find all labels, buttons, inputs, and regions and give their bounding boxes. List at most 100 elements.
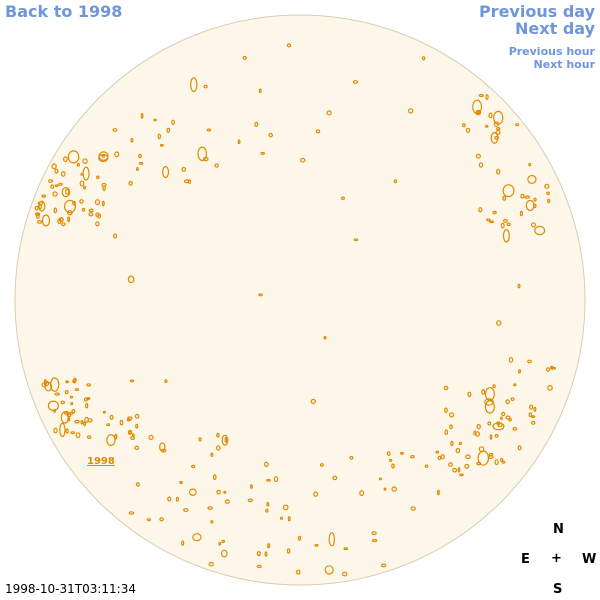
contour-blob [206, 128, 211, 132]
contour-blob [512, 427, 518, 431]
back-to-year-link[interactable]: Back to 1998 [5, 2, 123, 21]
contour-blob [74, 388, 80, 392]
contour-blob [72, 379, 77, 384]
contour-blob [455, 447, 461, 454]
contour-blob [267, 543, 271, 549]
contour-blob [101, 182, 107, 188]
contour-blob [82, 166, 90, 181]
contour-blob [534, 225, 546, 236]
contour-blob [140, 112, 144, 119]
previous-day-link[interactable]: Previous day [478, 2, 595, 21]
contour-blob [391, 463, 395, 469]
contour-blob [258, 293, 263, 297]
contour-blob [61, 187, 71, 198]
contour-blob [315, 129, 321, 134]
contour-blob [60, 170, 66, 177]
contour-blob [476, 423, 481, 430]
contour-blob [191, 464, 196, 469]
contour-blob [224, 437, 228, 443]
contour-blob [85, 403, 89, 409]
contour-blob [449, 412, 455, 418]
contour-blob [528, 162, 532, 167]
contour-blob [519, 210, 524, 217]
contour-blob [166, 127, 171, 133]
contour-blob [98, 153, 109, 163]
contour-blob [114, 433, 118, 440]
contour-blob [485, 94, 489, 100]
contour-blob [310, 398, 316, 404]
contour-blob [130, 138, 134, 143]
contour-blob [550, 366, 557, 370]
contour-blob [326, 110, 332, 116]
contour-blob [459, 473, 464, 477]
contour-blob [188, 488, 197, 497]
contour-blob [159, 143, 164, 147]
contour-blob [53, 207, 58, 214]
contour-blob [279, 516, 284, 520]
contour-blob [67, 417, 71, 422]
contour-blob [216, 489, 221, 495]
contour-blob [218, 541, 222, 546]
contour-blob [175, 496, 179, 502]
contour-blob [88, 212, 94, 217]
contour-blob [138, 153, 142, 159]
compass-center: + [551, 551, 562, 566]
contour-blob [388, 458, 393, 462]
contour-blob [481, 388, 486, 395]
contour-blob [324, 565, 334, 575]
contour-blob [54, 184, 59, 188]
next-day-link[interactable]: Next day [515, 19, 595, 38]
contour-blob [502, 229, 510, 243]
contour-blob [353, 238, 359, 242]
contour-blob [400, 451, 405, 455]
contour-blob [69, 395, 74, 399]
contour-blob [58, 182, 63, 186]
contour-blob [247, 498, 254, 503]
contour-blob [197, 146, 207, 162]
contour-blob [408, 108, 414, 114]
contour-blob [190, 77, 198, 93]
contour-blob [457, 467, 461, 473]
contour-blob [501, 460, 506, 464]
contour-blob [67, 209, 73, 216]
year-link[interactable]: 1998 [87, 456, 115, 467]
contour-blob [101, 154, 106, 158]
contour-blob [531, 415, 536, 419]
contour-blob [359, 490, 365, 497]
contour-blob [300, 157, 306, 163]
contour-blob [266, 501, 270, 507]
contour-blob [192, 533, 202, 542]
contour-blob [352, 80, 359, 84]
contour-blob [41, 382, 47, 388]
contour-blob [153, 118, 157, 122]
contour-blob [547, 198, 551, 204]
contour-blob [268, 132, 274, 138]
contour-blob [60, 400, 66, 405]
contour-blob [183, 179, 190, 184]
disk-background [14, 14, 586, 586]
contour-blob [54, 168, 59, 174]
contour-blob [64, 390, 69, 395]
contour-blob [503, 218, 508, 223]
previous-hour-link[interactable]: Previous hour [508, 45, 595, 58]
contour-blob [530, 222, 537, 228]
contour-blob [66, 413, 72, 418]
contour-blob [159, 517, 164, 522]
contour-blob [134, 445, 140, 450]
contour-blob [341, 196, 346, 200]
contour-blob [501, 411, 506, 417]
contour-blob [448, 462, 454, 467]
contour-blob [494, 459, 499, 466]
contour-blob [532, 203, 537, 208]
contour-blob [531, 420, 536, 425]
contour-blob [53, 408, 57, 413]
contour-blob [496, 168, 501, 175]
next-hour-link[interactable]: Next hour [533, 58, 596, 71]
magnetic-contours [34, 43, 557, 577]
contour-blob [138, 161, 144, 165]
contour-blob [72, 200, 76, 206]
contour-blob [313, 491, 319, 497]
contour-blob [70, 431, 76, 435]
contour-blob [505, 415, 511, 420]
contour-blob [494, 433, 499, 438]
